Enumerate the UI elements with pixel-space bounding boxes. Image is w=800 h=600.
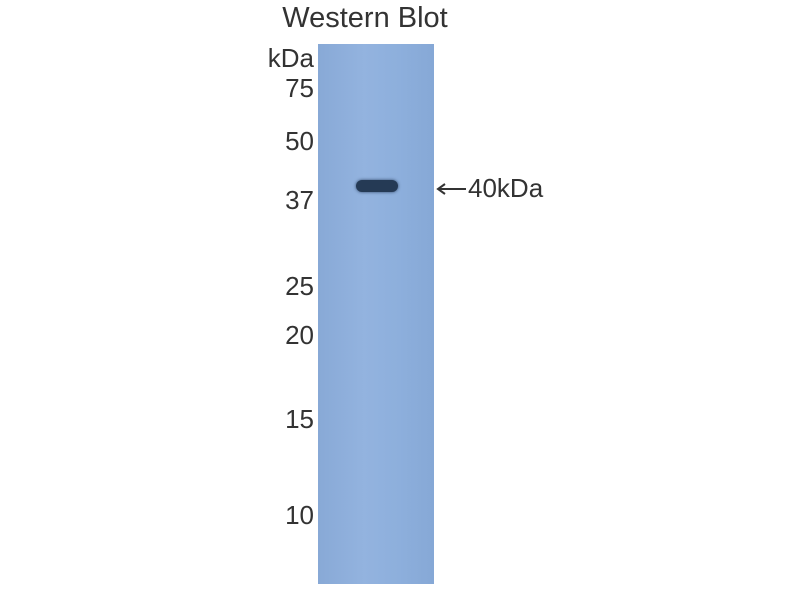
marker-50: 50 [285, 126, 314, 156]
band-size-label: 40kDa [468, 173, 544, 203]
marker-75: 75 [285, 73, 314, 103]
marker-15: 15 [285, 404, 314, 434]
left-arrow-icon [436, 182, 466, 195]
marker-20: 20 [285, 320, 314, 350]
unit-label: kDa [267, 43, 314, 73]
marker-10: 10 [285, 500, 314, 530]
blot-title: Western Blot [282, 2, 448, 34]
marker-37: 37 [285, 185, 314, 215]
marker-25: 25 [285, 271, 314, 301]
band-annotation: 40kDa [436, 173, 543, 204]
blot-lane [318, 44, 434, 584]
protein-band [356, 180, 398, 192]
